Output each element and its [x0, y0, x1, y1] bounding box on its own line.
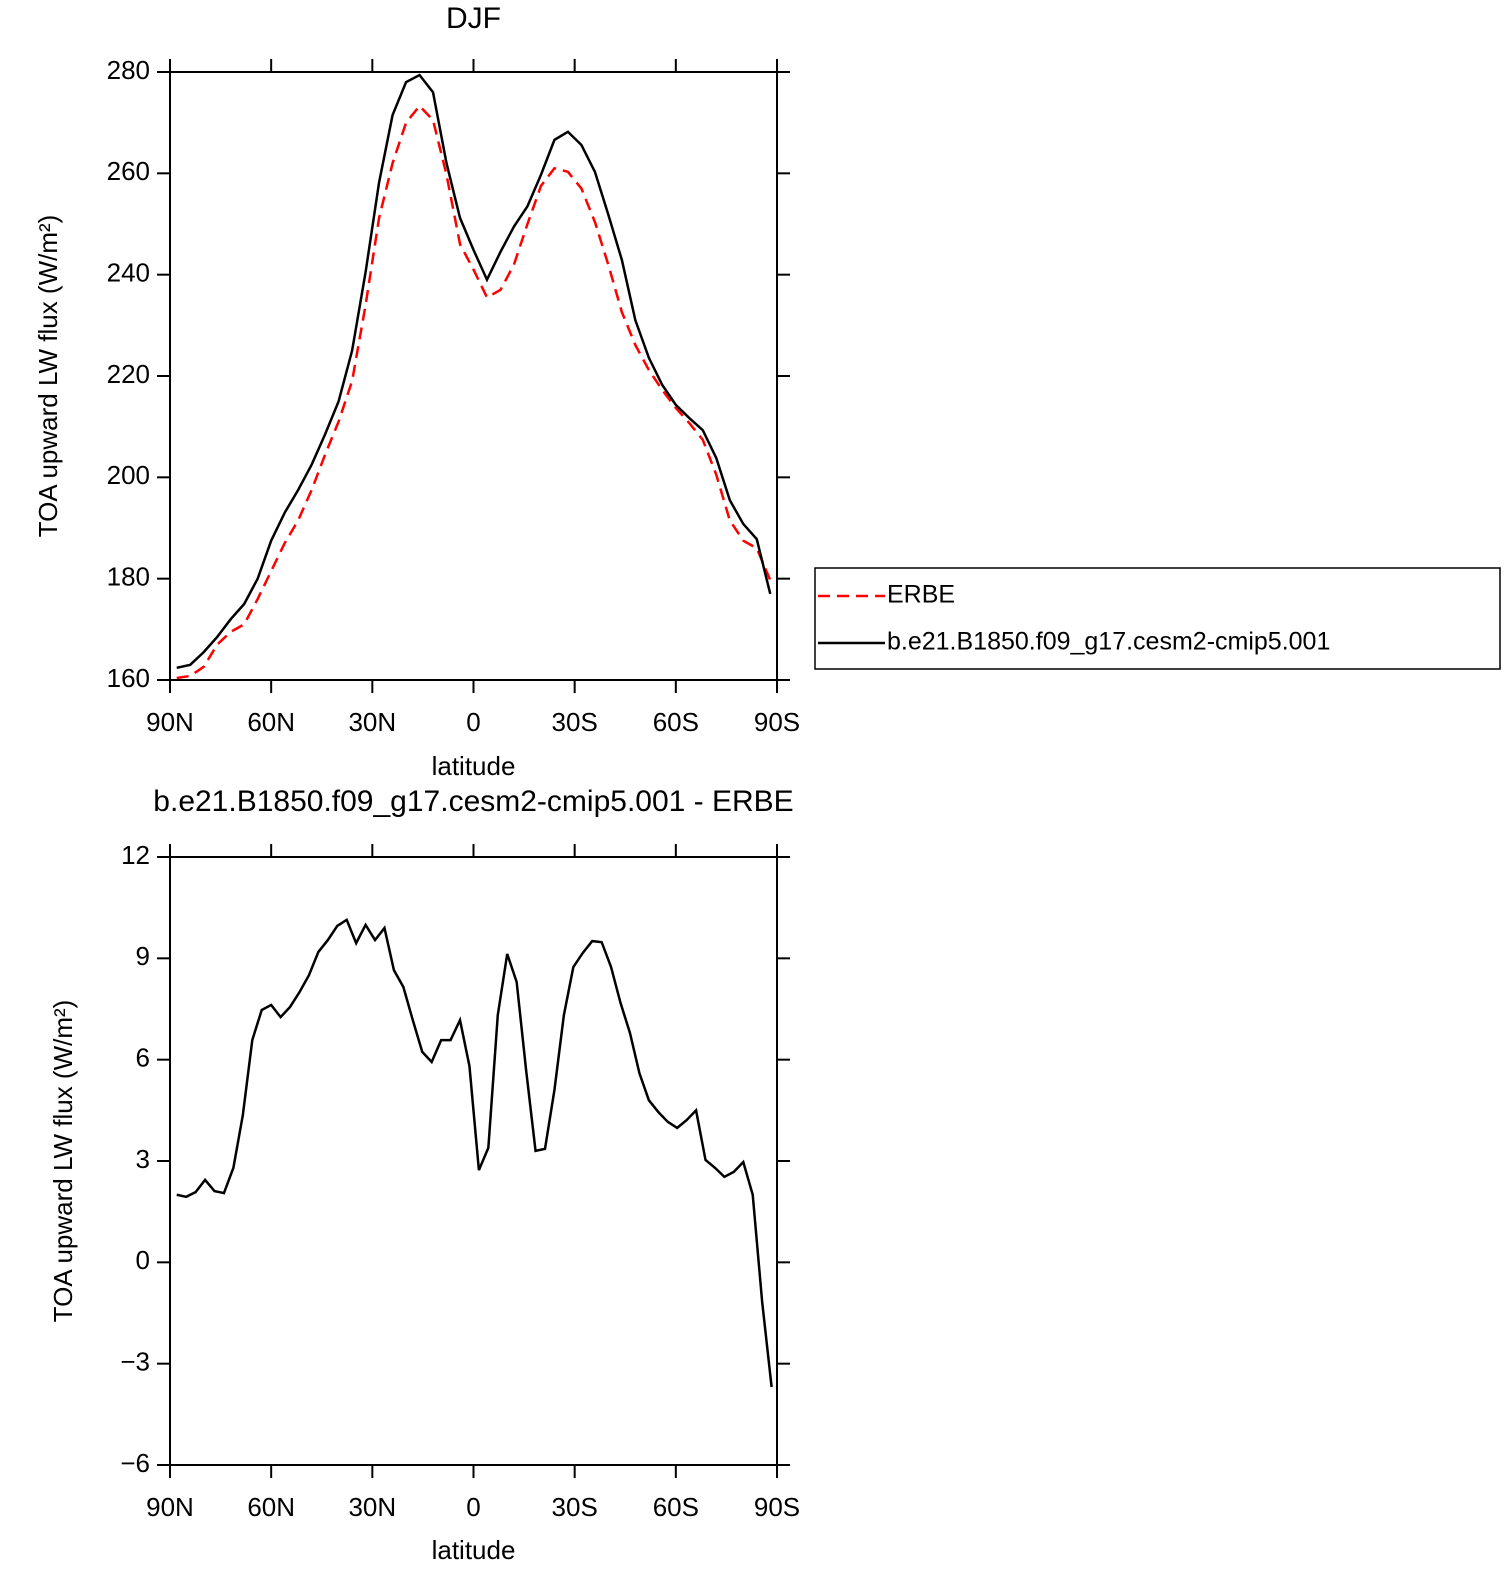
y-tick-label: 280	[107, 55, 150, 85]
y-tick-label: 200	[107, 460, 150, 490]
x-tick-label: 60N	[247, 707, 295, 737]
y-tick-label: 3	[136, 1144, 150, 1174]
data-line	[176, 73, 772, 670]
y-tick-label: 160	[107, 663, 150, 693]
x-tick-label: 30S	[552, 707, 598, 737]
legend-box	[814, 567, 1501, 670]
x-tick-label: 30N	[348, 1492, 396, 1522]
x-axis-label: latitude	[432, 1535, 516, 1565]
plot-frame	[169, 856, 778, 1466]
x-tick-label: 90S	[754, 1492, 800, 1522]
chart-title: b.e21.B1850.f09_g17.cesm2-cmip5.001 - ER…	[153, 785, 793, 818]
y-tick-label: 220	[107, 359, 150, 389]
y-axis-label: TOA upward LW flux (W/m²)	[33, 215, 63, 538]
y-tick-label: 260	[107, 156, 150, 186]
x-tick-label: 90N	[146, 1492, 194, 1522]
plot-frame	[169, 71, 778, 681]
x-axis-label: latitude	[432, 751, 516, 781]
x-tick-label: 90N	[146, 707, 194, 737]
x-tick-label: 60S	[653, 707, 699, 737]
data-line	[176, 917, 773, 1388]
data-line	[176, 104, 772, 680]
chart-title: DJF	[446, 2, 501, 35]
x-tick-label: 60N	[247, 1492, 295, 1522]
x-tick-label: 60S	[653, 1492, 699, 1522]
x-tick-label: 30S	[552, 1492, 598, 1522]
y-tick-label: 0	[136, 1245, 150, 1275]
y-tick-label: −3	[120, 1347, 150, 1377]
x-tick-label: 0	[466, 707, 480, 737]
y-tick-label: 6	[136, 1043, 150, 1073]
x-tick-label: 0	[466, 1492, 480, 1522]
y-tick-label: 9	[136, 941, 150, 971]
y-axis-label: TOA upward LW flux (W/m²)	[48, 1000, 78, 1323]
y-tick-label: −6	[120, 1448, 150, 1478]
x-tick-label: 30N	[348, 707, 396, 737]
y-tick-label: 12	[121, 840, 150, 870]
legend-label: ERBE	[887, 581, 955, 609]
legend-label: b.e21.B1850.f09_g17.cesm2-cmip5.001	[887, 628, 1330, 656]
x-tick-label: 90S	[754, 707, 800, 737]
y-tick-label: 240	[107, 258, 150, 288]
y-tick-label: 180	[107, 562, 150, 592]
